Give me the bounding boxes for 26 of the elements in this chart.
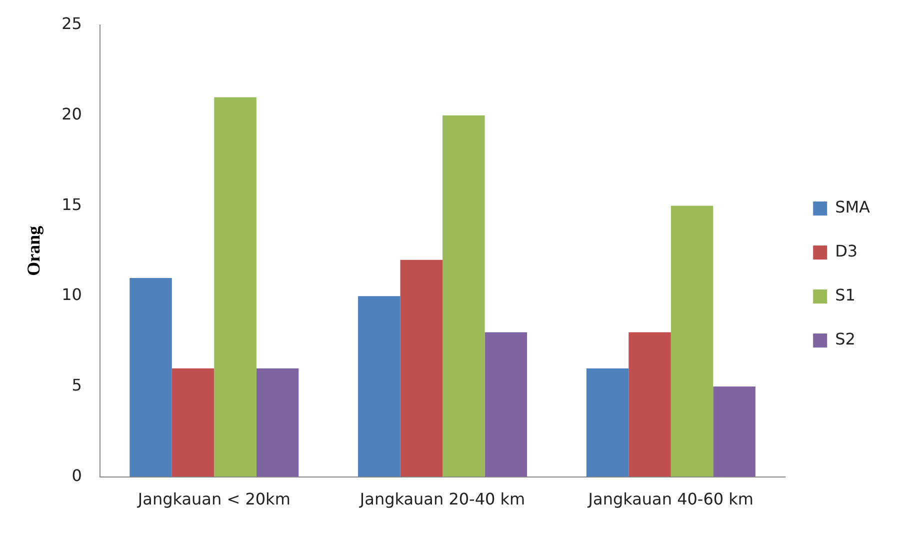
bar [130, 278, 172, 477]
bar [400, 260, 443, 477]
legend-label: D3 [835, 242, 858, 261]
bar [586, 368, 629, 477]
y-tick-label: 0 [72, 466, 82, 485]
bar [172, 368, 214, 477]
y-tick-label: 10 [62, 285, 82, 304]
y-tick-label: 5 [72, 376, 82, 395]
bar [713, 386, 756, 477]
x-tick-label: Jangkauan < 20km [136, 490, 290, 509]
bar [484, 332, 528, 477]
bar [442, 115, 485, 477]
bar [256, 368, 299, 477]
bar [628, 332, 671, 477]
bar [670, 206, 714, 477]
x-tick-label: Jangkauan 40-60 km [587, 490, 754, 509]
y-axis-title: Orang [23, 226, 44, 276]
y-tick-label: 15 [62, 194, 82, 214]
y-tick-label: 25 [62, 14, 82, 34]
x-tick-label: Jangkauan 20-40 km [358, 490, 526, 509]
legend-label: SMA [835, 198, 870, 217]
legend-label: S2 [835, 330, 856, 349]
bar [358, 296, 400, 477]
legend-label: S1 [835, 286, 856, 305]
y-tick-label: 20 [62, 104, 82, 124]
bar [214, 97, 256, 477]
